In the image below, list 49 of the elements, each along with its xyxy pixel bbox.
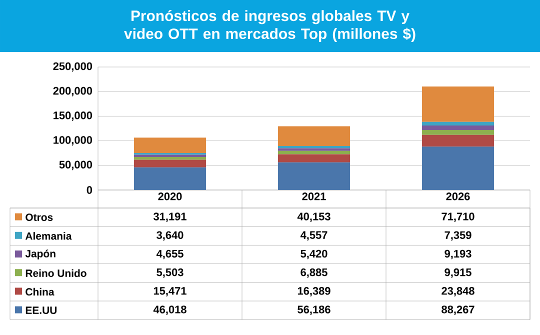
y-tick-label: 150,000 xyxy=(54,112,92,121)
bar xyxy=(422,122,494,126)
bar xyxy=(134,167,206,190)
data-label: 15,471 xyxy=(154,287,186,296)
chart-title: Pronósticos de ingresos globales TV y video OTT en mercados Top (millones $) xyxy=(124,10,416,42)
legend-label: Alemania xyxy=(25,232,72,240)
data-label: 46,018 xyxy=(153,306,186,315)
data-label: 4,655 xyxy=(156,250,184,260)
data-label: 56,186 xyxy=(298,306,330,315)
bar xyxy=(134,157,206,160)
data-label: 23,848 xyxy=(442,287,474,296)
x-tick-label: 2020 xyxy=(158,192,182,200)
bar xyxy=(422,130,494,135)
legend-label: Japón xyxy=(25,250,56,260)
y-tick-label: 250,000 xyxy=(53,62,92,72)
data-label: 4,557 xyxy=(300,231,328,241)
bar xyxy=(422,86,494,122)
data-label: 5,420 xyxy=(300,250,328,260)
data-label: 6,885 xyxy=(300,268,328,278)
bar xyxy=(278,148,350,151)
data-label: 5,503 xyxy=(156,268,184,278)
bar xyxy=(278,154,350,162)
data-label: 88,267 xyxy=(442,306,474,315)
data-label: 9,193 xyxy=(444,250,472,260)
bar xyxy=(422,146,494,190)
bar xyxy=(134,138,206,153)
data-label: 40,153 xyxy=(297,212,330,222)
y-tick-label: 100,000 xyxy=(54,136,92,146)
legend-label: Reino Unido xyxy=(26,269,86,277)
x-tick-label: 2026 xyxy=(446,192,470,200)
bar xyxy=(278,126,350,146)
bar xyxy=(278,162,350,190)
bar xyxy=(278,150,350,154)
legend-label: EE.UU xyxy=(26,306,57,314)
legend-label: China xyxy=(26,288,54,296)
y-tick-label: 50,000 xyxy=(59,160,92,170)
data-label: 16,389 xyxy=(298,287,330,296)
bar xyxy=(134,160,206,168)
data-label: 31,191 xyxy=(153,212,186,222)
data-label: 9,915 xyxy=(444,268,472,278)
y-tick-label: 200,000 xyxy=(53,86,92,96)
data-label: 7,359 xyxy=(444,231,472,241)
bar xyxy=(422,134,494,147)
y-tick-label: 0 xyxy=(86,186,92,194)
bar xyxy=(422,125,494,130)
data-label: 3,640 xyxy=(156,231,184,241)
data-label: 71,710 xyxy=(442,212,474,222)
legend-label: Otros xyxy=(26,214,53,222)
x-tick-label: 2021 xyxy=(302,192,326,200)
